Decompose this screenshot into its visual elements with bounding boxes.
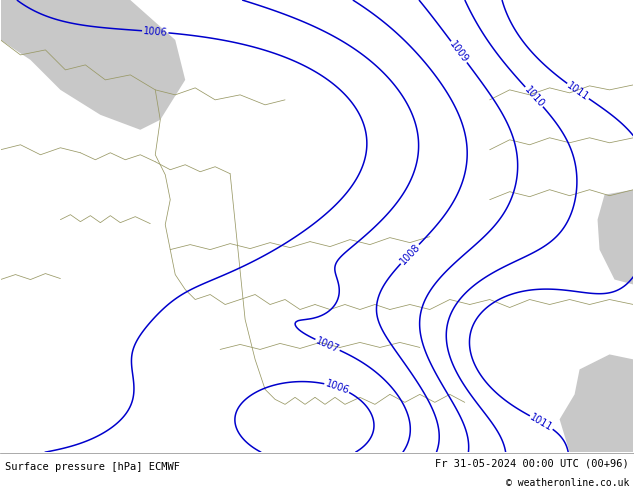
Polygon shape [1, 0, 185, 130]
Text: 1011: 1011 [565, 80, 591, 102]
Text: 1009: 1009 [448, 39, 470, 65]
Text: 1008: 1008 [398, 242, 422, 267]
Text: 1011: 1011 [528, 412, 555, 433]
Text: Fr 31-05-2024 00:00 UTC (00+96): Fr 31-05-2024 00:00 UTC (00+96) [435, 459, 629, 468]
Text: 1006: 1006 [324, 378, 350, 396]
Text: 1010: 1010 [522, 84, 546, 109]
Text: 1006: 1006 [143, 26, 168, 38]
Polygon shape [560, 354, 633, 452]
Text: 1007: 1007 [314, 335, 341, 354]
Text: Surface pressure [hPa] ECMWF: Surface pressure [hPa] ECMWF [5, 462, 180, 471]
Polygon shape [598, 190, 633, 285]
Text: © weatheronline.co.uk: © weatheronline.co.uk [505, 478, 629, 488]
